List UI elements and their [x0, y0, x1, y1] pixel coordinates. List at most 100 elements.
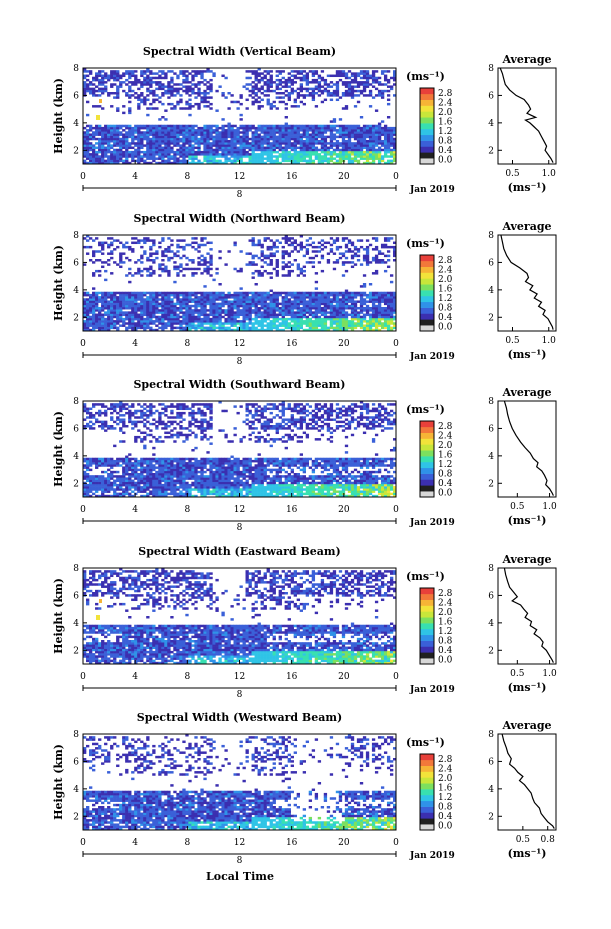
colorbar-tick-label: 0.0 — [438, 322, 453, 332]
heatmap-cell — [233, 129, 237, 132]
heatmap-cell — [254, 304, 258, 308]
heatmap-cell — [281, 159, 285, 163]
heatmap-cell — [320, 322, 325, 325]
heatmap-cell — [188, 324, 192, 327]
heatmap-cell — [113, 311, 117, 314]
heatmap-cell — [92, 477, 96, 480]
heatmap-cell — [191, 267, 195, 271]
heatmap-cell — [311, 129, 316, 132]
heatmap-cell — [323, 320, 328, 323]
heatmap-cell — [92, 459, 96, 463]
heatmap-cell — [152, 252, 156, 255]
heatmap-cell — [239, 309, 243, 312]
heatmap-cell — [281, 76, 285, 80]
heatmap-cell — [323, 81, 328, 84]
heatmap-cell — [119, 148, 123, 152]
heatmap-cell — [188, 87, 192, 91]
heatmap-cell — [173, 153, 177, 156]
heatmap-cell — [191, 150, 195, 154]
y-tick-label: 2 — [73, 313, 79, 323]
heatmap-cell — [191, 78, 195, 82]
heatmap-cell — [209, 256, 213, 260]
heatmap-cell — [335, 161, 340, 165]
heatmap-cell — [182, 81, 186, 84]
heatmap-cell — [341, 70, 346, 73]
heatmap-cell — [194, 153, 198, 156]
heatmap-cell — [272, 126, 276, 130]
heatmap-cell — [122, 140, 126, 143]
heatmap-cell — [305, 307, 310, 310]
heatmap-cell — [266, 322, 270, 325]
heatmap-cell — [332, 304, 337, 308]
heatmap-cell — [266, 131, 270, 134]
heatmap-cell — [377, 140, 382, 143]
heatmap-cell — [374, 300, 379, 303]
heatmap-cell — [209, 83, 213, 86]
heatmap-cell — [164, 267, 168, 271]
heatmap-cell — [137, 142, 141, 145]
heatmap-cell — [356, 74, 361, 78]
heatmap-cell — [185, 298, 189, 301]
heatmap-cell — [185, 133, 189, 136]
heatmap-cell — [251, 137, 255, 141]
heatmap-cell — [128, 307, 132, 310]
heatmap-cell — [161, 326, 165, 330]
heatmap-cell — [98, 124, 102, 128]
heatmap-cell — [353, 315, 358, 319]
heatmap-cell — [86, 317, 90, 321]
heatmap-cell — [377, 250, 382, 253]
heatmap-cell — [368, 83, 373, 86]
heatmap-cell — [290, 70, 294, 73]
heatmap-cell — [131, 328, 135, 332]
heatmap-cell — [146, 269, 150, 273]
heatmap-cell — [119, 317, 123, 321]
heatmap-cell — [263, 161, 267, 165]
heatmap-cell — [356, 89, 361, 93]
heatmap-cell — [86, 239, 90, 242]
heatmap-cell — [206, 133, 210, 136]
heatmap-cell — [281, 311, 285, 314]
heatmap-cell — [134, 96, 138, 99]
heatmap-cell — [347, 157, 352, 160]
heatmap-cell — [221, 293, 225, 297]
heatmap-cell — [296, 291, 300, 295]
heatmap-cell — [164, 326, 168, 330]
heatmap-cell — [176, 102, 180, 106]
heatmap-cell — [119, 144, 123, 147]
heatmap-cell — [146, 107, 150, 110]
heatmap-cell — [158, 85, 162, 88]
heatmap-cell — [191, 146, 195, 150]
heatmap-cell — [92, 76, 96, 80]
heatmap-cell — [299, 100, 303, 104]
heatmap-cell — [143, 81, 147, 84]
heatmap-cell — [209, 148, 213, 152]
heatmap-cell — [353, 137, 358, 141]
heatmap-cell — [248, 313, 252, 317]
heatmap-cell — [299, 315, 303, 319]
heatmap-cell — [281, 252, 285, 255]
heatmap-cell — [149, 320, 153, 323]
heatmap-cell — [101, 464, 105, 467]
heatmap-cell — [113, 261, 117, 264]
heatmap-cell — [374, 293, 379, 297]
heatmap-cell — [263, 76, 267, 80]
heatmap-cell — [248, 146, 252, 150]
heatmap-cell — [86, 492, 90, 496]
heatmap-cell — [323, 245, 328, 249]
heatmap-cell — [371, 124, 376, 128]
heatmap-cell — [197, 298, 201, 301]
heatmap-cell — [101, 92, 105, 95]
heatmap-cell — [149, 126, 153, 130]
heatmap-cell — [149, 146, 153, 150]
heatmap-cell — [257, 311, 261, 314]
heatmap-cell — [101, 462, 105, 465]
heatmap-cell — [92, 261, 96, 264]
heatmap-cell — [254, 153, 258, 156]
heatmap-cell — [149, 124, 153, 128]
heatmap-cell — [233, 311, 237, 314]
heatmap-cell — [320, 309, 325, 312]
heatmap-cell — [272, 252, 276, 255]
heatmap-cell — [152, 144, 156, 147]
heatmap-cell — [347, 155, 352, 158]
heatmap-cell — [83, 425, 87, 428]
